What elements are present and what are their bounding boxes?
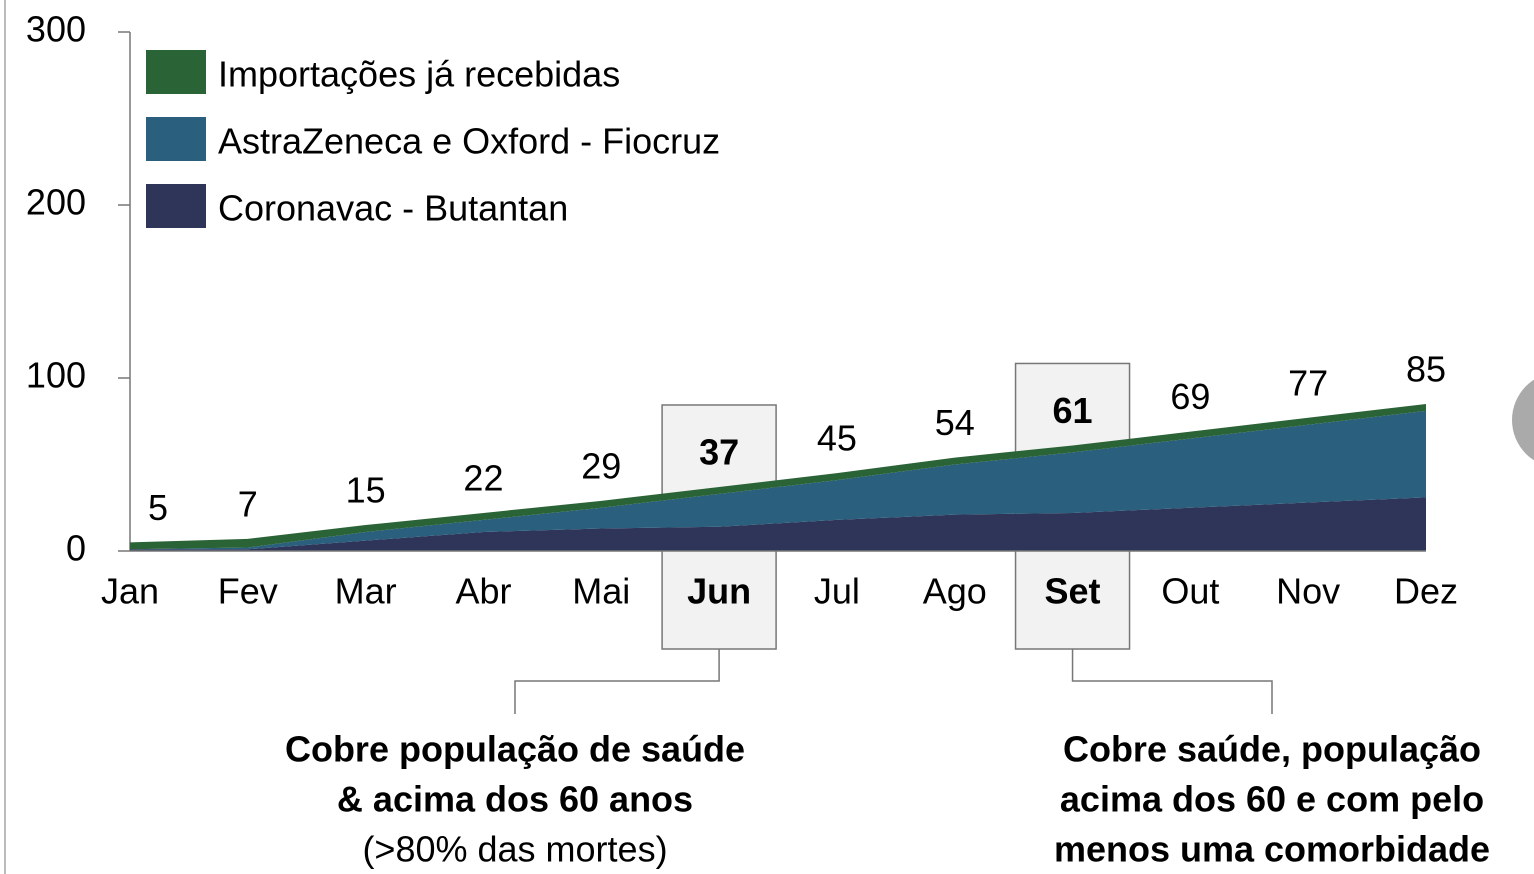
total-label: 37 [699, 432, 739, 473]
x-tick-label: Jun [687, 571, 751, 612]
annotation-line: acima dos 60 e com pelo [1060, 779, 1484, 820]
legend-label: AstraZeneca e Oxford - Fiocruz [218, 121, 720, 162]
total-label: 85 [1406, 348, 1446, 389]
x-tick-label: Ago [923, 571, 987, 612]
x-tick-label: Out [1161, 571, 1219, 612]
connector [514, 649, 720, 714]
x-tick-label: Dez [1394, 571, 1458, 612]
total-label: 54 [935, 402, 975, 443]
area [130, 497, 1426, 551]
area [130, 410, 1426, 550]
x-tick-label: Jul [814, 571, 860, 612]
legend-label: Importações já recebidas [218, 54, 620, 95]
x-tick-label: Mai [572, 571, 630, 612]
legend-swatch [146, 50, 206, 94]
connector [1071, 649, 1273, 714]
total-label: 61 [1053, 390, 1093, 431]
total-label: 29 [581, 445, 621, 486]
total-label: 77 [1288, 362, 1328, 403]
total-label: 5 [148, 487, 168, 528]
x-tick-label: Jan [101, 571, 159, 612]
total-label: 45 [817, 418, 857, 459]
total-label: 22 [463, 457, 503, 498]
legend-swatch [146, 117, 206, 161]
x-tick-label: Abr [455, 571, 511, 612]
y-tick-label: 100 [26, 355, 86, 396]
y-tick-label: 300 [26, 9, 86, 50]
legend-swatch [146, 184, 206, 228]
y-tick-label: 200 [26, 182, 86, 223]
x-tick-label: Mar [335, 571, 397, 612]
total-label: 15 [346, 470, 386, 511]
x-tick-label: Set [1045, 571, 1101, 612]
total-label: 7 [238, 483, 258, 524]
y-tick-label: 0 [66, 528, 86, 569]
side-button [1512, 379, 1534, 461]
annotation-line: Cobre população de saúde [285, 729, 745, 770]
total-label: 69 [1170, 376, 1210, 417]
legend-label: Coronavac - Butantan [218, 188, 568, 229]
annotation-line: & acima dos 60 anos [337, 779, 693, 820]
annotation-note: (>80% das mortes) [362, 829, 667, 870]
annotation-line: menos uma comorbidade [1054, 829, 1490, 870]
x-tick-label: Fev [218, 571, 278, 612]
annotation-line: Cobre saúde, população [1063, 729, 1481, 770]
x-tick-label: Nov [1276, 571, 1340, 612]
